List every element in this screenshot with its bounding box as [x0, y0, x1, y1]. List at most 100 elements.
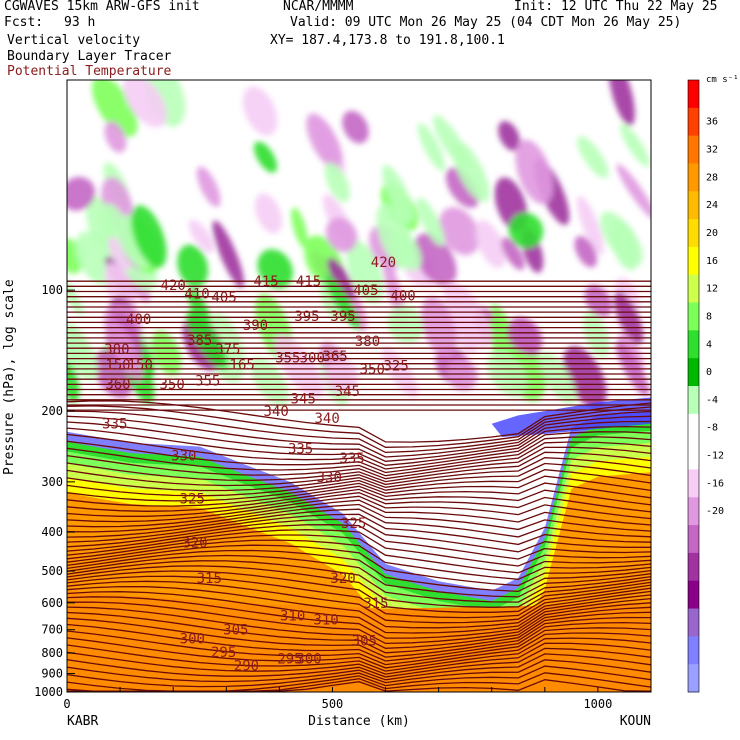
colorbar-label: 24	[706, 200, 718, 211]
wave-blob	[274, 334, 324, 398]
theta-line	[67, 565, 651, 608]
theta-line	[67, 475, 651, 502]
wave-blob	[600, 211, 643, 266]
wave-blob	[538, 351, 577, 405]
colorbar-swatch	[688, 497, 699, 526]
wave-blob	[327, 257, 355, 300]
y-tick-label: 1000	[34, 685, 63, 699]
wave-blob	[574, 235, 598, 268]
plot-frame	[66, 79, 652, 693]
theta-line	[67, 415, 651, 458]
theta-label: 325	[384, 358, 409, 374]
wave-blob	[253, 141, 278, 173]
theta-label: 345	[291, 391, 316, 407]
theta-label: 165	[230, 357, 255, 373]
theta-label: 375	[215, 342, 240, 358]
x-tick-label: 500	[322, 697, 344, 711]
theta-label: 395	[294, 309, 319, 325]
theta-label: 310	[313, 612, 338, 628]
colorbar-swatch	[688, 358, 699, 387]
colorbar-swatch	[688, 608, 699, 637]
colorbar-swatch	[688, 246, 699, 276]
theta-label: 395	[330, 309, 355, 325]
theta-line	[67, 518, 651, 553]
theta-line	[67, 580, 651, 624]
colorbar-label: -20	[706, 506, 724, 517]
theta-line	[67, 659, 651, 688]
colorbar-swatch	[688, 469, 699, 498]
y-tick-label: 900	[41, 667, 63, 681]
wave-blob	[107, 236, 131, 272]
theta-label: 415	[253, 274, 278, 290]
theta-line	[67, 503, 651, 533]
vertical-velocity-field	[67, 80, 651, 692]
theta-label: 305	[223, 623, 248, 639]
colorbar: cm s⁻¹ 36 32 28 24 20 16 12 8 4 0 -4 -8 -12 -16 -20	[687, 75, 739, 693]
wave-blob	[577, 136, 609, 179]
theta-line	[67, 508, 651, 538]
theta-label: 400	[390, 288, 415, 304]
wave-blob	[620, 123, 650, 167]
valid-time: Valid: 09 UTC Mon 26 May 25 (04 CDT Mon …	[290, 15, 682, 30]
theta-label: 315	[363, 596, 388, 612]
theta-label: 400	[126, 312, 151, 328]
wave-blob	[501, 237, 525, 270]
colorbar-label: -8	[706, 423, 718, 434]
wave-blob	[346, 239, 384, 304]
wave-blob	[382, 165, 414, 223]
wave-blob	[389, 230, 422, 271]
wave-blob	[325, 217, 358, 253]
wave-blob	[616, 163, 651, 220]
theta-line	[67, 642, 651, 675]
theta-line	[67, 495, 651, 523]
wave-blob	[257, 249, 294, 289]
wave-blob	[576, 195, 604, 256]
colorbar-swatch	[688, 135, 699, 164]
colorbar-label: 4	[706, 339, 712, 350]
theta-label: 365	[322, 349, 347, 365]
colorbar-label: 0	[706, 367, 712, 378]
theta-line	[67, 457, 651, 487]
colorbar-label: 28	[706, 172, 718, 183]
field-vertical-velocity: Vertical velocity	[7, 33, 141, 48]
theta-line	[67, 621, 651, 662]
theta-line	[67, 405, 651, 448]
theta-label: 335	[288, 442, 313, 458]
theta-line	[67, 436, 651, 474]
wave-blob	[67, 176, 96, 211]
wave-blob	[475, 220, 506, 269]
wave-blob	[177, 244, 209, 288]
left-station-label: KABR	[67, 714, 98, 729]
field-boundary-layer-tracer: Boundary Layer Tracer	[7, 49, 172, 64]
forecast-label: Fcst:	[4, 15, 44, 30]
theta-label: 325	[341, 516, 366, 532]
theta-line	[67, 513, 651, 546]
colorbar-swatch	[688, 580, 699, 610]
theta-label: 385	[187, 333, 212, 349]
wave-blob	[67, 361, 80, 403]
theta-line	[67, 492, 651, 517]
theta-label: 360	[105, 377, 130, 393]
colorbar-label: -16	[706, 478, 724, 489]
theta-label: 350	[360, 362, 385, 378]
y-tick-label: 500	[41, 564, 63, 578]
theta-label: 410	[184, 287, 209, 303]
theta-line	[67, 451, 651, 483]
theta-line	[67, 679, 651, 692]
theta-label: 380	[104, 342, 129, 358]
theta-line	[67, 606, 651, 649]
theta-line	[67, 554, 651, 598]
theta-line	[67, 637, 651, 672]
colorbar-swatch	[688, 191, 699, 220]
theta-label: 295	[211, 645, 236, 661]
theta-label: 300	[300, 350, 325, 366]
theta-line	[67, 560, 651, 603]
theta-label: 340	[264, 404, 289, 420]
theta-label: 320	[182, 536, 207, 552]
theta-line	[67, 488, 651, 512]
cross-section-endpoints: XY= 187.4,173.8 to 191.8,100.1	[270, 33, 505, 48]
theta-line	[67, 585, 651, 629]
theta-label: 405	[212, 290, 237, 306]
theta-line	[67, 570, 651, 613]
